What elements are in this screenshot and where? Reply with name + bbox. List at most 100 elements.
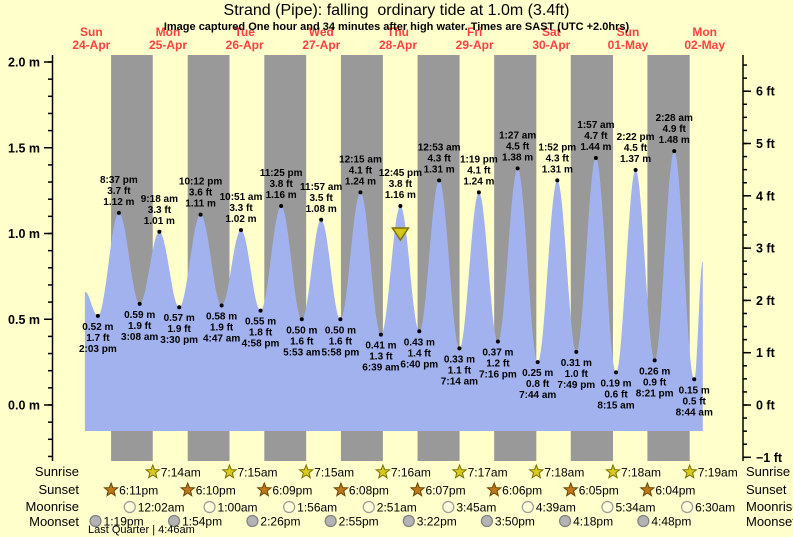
moonset-circle-icon bbox=[167, 514, 181, 528]
moonset-circle-icon bbox=[246, 514, 259, 528]
right-axis-tick-label: 1 ft bbox=[756, 346, 776, 360]
sunset-star-icon bbox=[179, 481, 196, 497]
high-tide-label: 1:19 pm bbox=[460, 154, 498, 165]
high-tide-label: 12:53 am bbox=[418, 142, 461, 153]
low-tide-label: 6:39 am bbox=[362, 363, 399, 374]
high-tide-label: 4.5 ft bbox=[506, 141, 530, 152]
moonset-circle-icon bbox=[402, 514, 415, 528]
high-tide-label: 4.1 ft bbox=[349, 165, 373, 176]
high-tide-label: 3.8 ft bbox=[269, 179, 293, 190]
tide-point-dot bbox=[338, 317, 343, 322]
tide-point-dot bbox=[116, 210, 121, 215]
low-tide-label: 1.8 ft bbox=[249, 328, 273, 339]
moonset-time-label: 4:48pm bbox=[651, 515, 691, 529]
moonrise-time-label: 12:02am bbox=[138, 501, 185, 515]
day-date-label: 26-Apr bbox=[226, 38, 264, 52]
low-tide-label: 0.59 m bbox=[124, 310, 155, 321]
high-tide-label: 1:27 am bbox=[499, 130, 536, 141]
high-tide-label: 10:12 pm bbox=[179, 177, 222, 188]
high-tide-label: 2:28 am bbox=[656, 113, 693, 124]
moonrise-time-label: 2:51am bbox=[377, 501, 417, 515]
moonset-circle-icon bbox=[637, 514, 650, 528]
moonset-time-label: 1:19pm bbox=[104, 515, 144, 529]
tide-point-dot bbox=[137, 301, 142, 306]
high-tide-label: 2:22 pm bbox=[617, 132, 655, 143]
high-tide-label: 4.9 ft bbox=[663, 124, 687, 135]
high-tide-label: 1.12 m bbox=[103, 197, 134, 208]
tide-point-dot bbox=[672, 149, 677, 154]
day-name-label: Sun bbox=[80, 25, 103, 39]
low-tide-label: 0.55 m bbox=[245, 317, 276, 328]
tide-point-dot bbox=[95, 313, 100, 318]
left-axis-tick-label: 1.0 m bbox=[8, 227, 40, 241]
day-date-label: 30-Apr bbox=[532, 38, 570, 52]
sunrise-star-icon bbox=[298, 463, 315, 479]
low-tide-label: 1.6 ft bbox=[290, 336, 314, 347]
axis-labels: 0.0 m 0.5 m 1.0 m 1.5 m 2.0 m −1 ft 0 ft 1 ft 2 … bbox=[8, 56, 783, 465]
sunset-star-icon bbox=[486, 481, 503, 497]
sunset-time-label: 6:07pm bbox=[426, 484, 466, 498]
tide-point-dot bbox=[692, 377, 697, 382]
moonrise-circle-icon bbox=[283, 500, 296, 514]
sunset-star-icon bbox=[639, 481, 656, 497]
moonset-time-label: 1:54pm bbox=[182, 515, 222, 529]
sunset-time-label: 6:05pm bbox=[579, 484, 619, 498]
sun-moon-rows: 7:14am 7:15am 7:15am 7:16am 7:17am 7:18am 7:18… bbox=[89, 463, 738, 529]
low-tide-label: 1.2 ft bbox=[486, 359, 510, 370]
low-tide-label: 1.3 ft bbox=[369, 352, 393, 363]
high-tide-label: 1.16 m bbox=[385, 190, 416, 201]
moonset-time-label: 4:18pm bbox=[573, 515, 613, 529]
moonset-row-label-left: Moonset bbox=[29, 514, 79, 529]
right-axis-tick-label: −1 ft bbox=[756, 451, 783, 465]
moonrise-row-label-left: Moonrise bbox=[25, 499, 79, 514]
low-tide-label: 0.8 ft bbox=[526, 379, 550, 390]
sunrise-star-icon bbox=[221, 463, 238, 479]
chart-subtitle: Image captured One hour and 34 minutes a… bbox=[163, 21, 630, 33]
moonrise-row-label-right: Moonrise bbox=[746, 499, 793, 514]
high-tide-label: 3.7 ft bbox=[107, 186, 131, 197]
axes bbox=[44, 55, 751, 461]
moonset-time-label: 2:55pm bbox=[339, 515, 379, 529]
day-name-label: Mon bbox=[156, 25, 181, 39]
sunset-time-label: 6:08pm bbox=[349, 484, 389, 498]
low-tide-label: 1.9 ft bbox=[168, 324, 192, 335]
tide-point-dot bbox=[157, 229, 162, 234]
high-tide-label: 3.3 ft bbox=[229, 203, 253, 214]
high-tide-label: 11:57 am bbox=[300, 182, 342, 193]
low-tide-label: 0.41 m bbox=[365, 341, 396, 352]
sunrise-star-icon bbox=[681, 463, 698, 479]
low-tide-label: 0.5 ft bbox=[683, 396, 707, 407]
sunrise-row-label-right: Sunrise bbox=[746, 464, 791, 479]
low-tide-label: 1.1 ft bbox=[448, 365, 472, 376]
sunrise-time-label: 7:16am bbox=[391, 466, 431, 480]
sunrise-star-icon bbox=[374, 463, 391, 479]
high-tide-label: 1.31 m bbox=[542, 164, 573, 175]
moonrise-circle-icon bbox=[521, 500, 534, 514]
moonrise-circle-icon bbox=[442, 500, 455, 514]
sunset-star-icon bbox=[103, 481, 120, 497]
sunset-star-icon bbox=[332, 481, 349, 497]
moonrise-time-label: 6:30am bbox=[695, 501, 735, 515]
high-tide-label: 1.38 m bbox=[502, 152, 533, 163]
tide-point-dot bbox=[437, 178, 442, 183]
low-tide-label: 0.33 m bbox=[444, 354, 475, 365]
low-tide-label: 1.6 ft bbox=[329, 336, 353, 347]
low-tide-label: 6:40 pm bbox=[400, 359, 438, 370]
low-tide-label: 1.4 ft bbox=[408, 348, 432, 359]
sunset-time-label: 6:10pm bbox=[196, 484, 236, 498]
moonrise-time-label: 3:45am bbox=[456, 501, 496, 515]
sunrise-time-label: 7:18am bbox=[621, 466, 661, 480]
moonrise-time-label: 1:56am bbox=[297, 501, 337, 515]
sunrise-time-label: 7:15am bbox=[314, 466, 354, 480]
left-axis-tick-label: 0.5 m bbox=[8, 313, 40, 327]
high-tide-label: 1.08 m bbox=[306, 204, 337, 215]
chart-title: Strand (Pipe): falling ordinary tide at … bbox=[223, 2, 570, 19]
sunrise-star-icon bbox=[604, 463, 621, 479]
high-tide-label: 4.3 ft bbox=[546, 153, 570, 164]
moon-phase-note: Last Quarter | 4:46am bbox=[88, 524, 195, 536]
tide-point-dot bbox=[198, 212, 203, 217]
tide-point-dot bbox=[535, 360, 540, 365]
day-name-label: Sat bbox=[542, 25, 561, 39]
day-date-label: 27-Apr bbox=[302, 38, 340, 52]
sunset-time-label: 6:04pm bbox=[655, 484, 695, 498]
